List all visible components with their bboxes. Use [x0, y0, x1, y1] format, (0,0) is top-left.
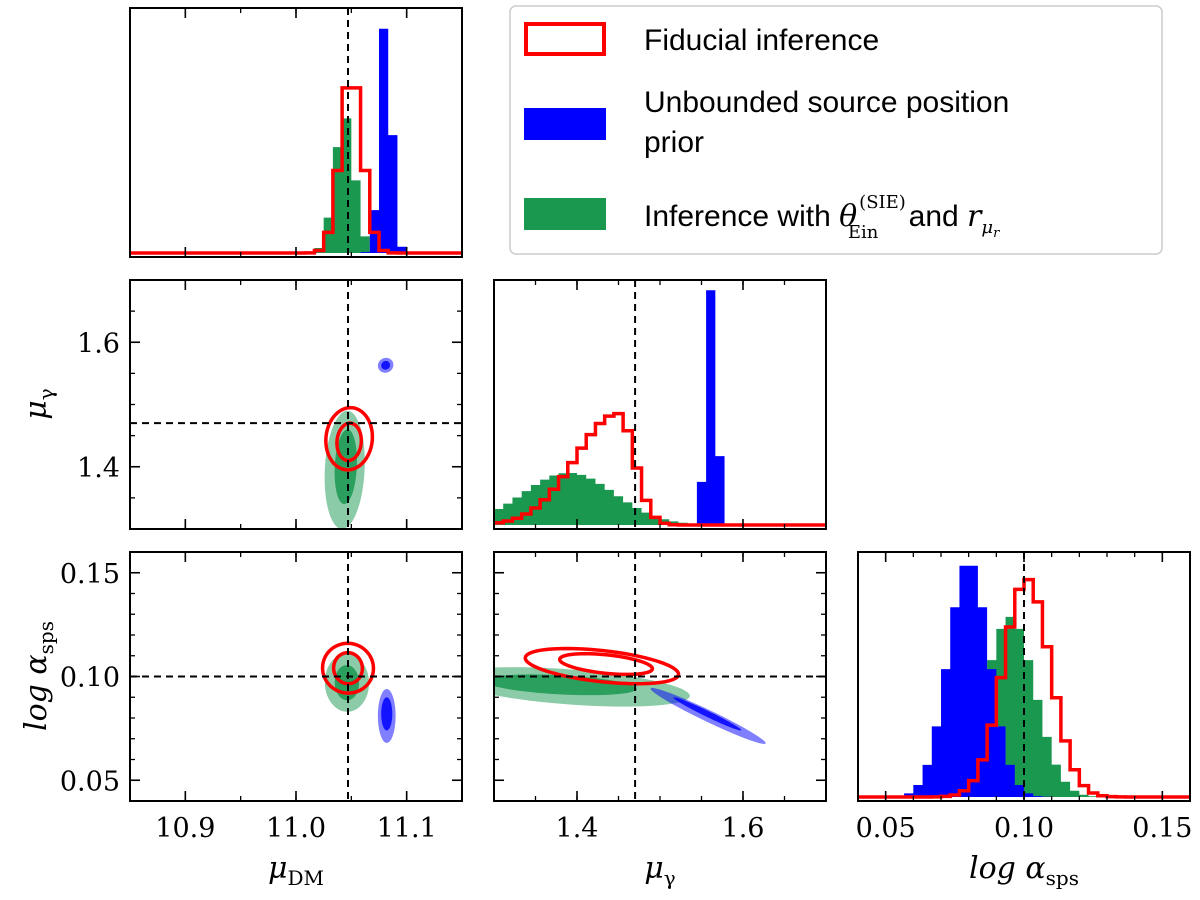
panel-log-alpha-histogram: 0.05 0.10 0.15	[856, 551, 1192, 844]
panel-frame	[129, 279, 463, 530]
hist-log-alpha-inference	[858, 616, 1190, 797]
hist-log-alpha-unbounded	[858, 565, 1190, 797]
legend-frame	[509, 5, 1163, 255]
hist-mu-gamma-fiducial	[494, 411, 826, 527]
xtick-label-log-alpha: 0.10	[994, 813, 1054, 844]
ytick-label-log-alpha: 0.05	[60, 766, 120, 797]
ytick-label-mu-gamma: 1.4	[77, 453, 120, 484]
legend-label-unbounded-line1: Unbounded source position	[644, 86, 1009, 119]
ytick-label-mu-gamma: 1.6	[77, 328, 120, 359]
ytick-label-log-alpha: 0.15	[60, 559, 120, 590]
legend-label-unbounded-line2: prior	[644, 126, 704, 159]
panel-mu-dm-vs-mu-gamma: 1.4 1.6	[77, 279, 463, 530]
xtick-label-mu-dm: 10.9	[155, 813, 215, 844]
contour-inner-inference	[494, 674, 637, 696]
legend-swatch-unbounded	[524, 108, 606, 140]
legend-label-fiducial: Fiducial inference	[644, 24, 879, 57]
contour-inner-inference	[334, 429, 357, 505]
ylabel-log-alpha: log αsps	[19, 621, 58, 731]
contour-outer-fiducial	[320, 641, 376, 695]
xlabel-mu-gamma: μγ	[644, 851, 675, 890]
xlabel-mu-dm: μDM	[268, 851, 324, 890]
panel-mu-gamma-vs-log-alpha: 1.4 1.6	[493, 551, 827, 844]
contour-inner-unbounded	[381, 697, 393, 731]
hist-mu-gamma-inference	[494, 473, 826, 525]
contour-inner-fiducial	[557, 651, 655, 677]
xtick-label-mu-gamma: 1.4	[556, 813, 599, 844]
legend-swatch-inference	[524, 198, 606, 230]
xtick-label-mu-gamma: 1.6	[722, 813, 765, 844]
legend-label-inference: Inference with θ (SIE) Ein and rμr	[644, 192, 1000, 243]
panel-mu-dm-histogram	[129, 7, 463, 258]
hist-mu-dm-unbounded	[130, 28, 462, 254]
panel-frame	[129, 7, 463, 258]
xtick-label-mu-dm: 11.1	[377, 813, 437, 844]
hist-mu-dm-inference	[130, 118, 462, 253]
contour-inner-fiducial	[331, 650, 365, 686]
contour-outer-fiducial	[523, 646, 681, 686]
ytick-label-log-alpha: 0.10	[60, 663, 120, 694]
xtick-label-log-alpha: 0.15	[1132, 813, 1192, 844]
xlabel-log-alpha: log αsps	[969, 851, 1079, 890]
hist-mu-dm-fiducial	[130, 86, 462, 255]
panel-mu-gamma-histogram	[493, 279, 827, 530]
contour-inner-unbounded	[673, 697, 742, 731]
xtick-label-log-alpha: 0.05	[856, 813, 916, 844]
contour-inner-fiducial	[335, 421, 364, 463]
legend: Fiducial inference Unbounded source posi…	[509, 5, 1163, 255]
contour-inner-unbounded	[381, 360, 391, 370]
hist-log-alpha-fiducial	[858, 577, 1190, 799]
xtick-label-mu-dm: 11.0	[266, 813, 326, 844]
contour-outer-fiducial	[324, 405, 375, 472]
panel-mu-dm-vs-log-alpha: 10.9 11.0 11.1 0.05 0.10 0.15	[60, 551, 463, 844]
ylabel-mu-gamma: μγ	[19, 388, 58, 419]
legend-swatch-fiducial	[524, 22, 606, 56]
